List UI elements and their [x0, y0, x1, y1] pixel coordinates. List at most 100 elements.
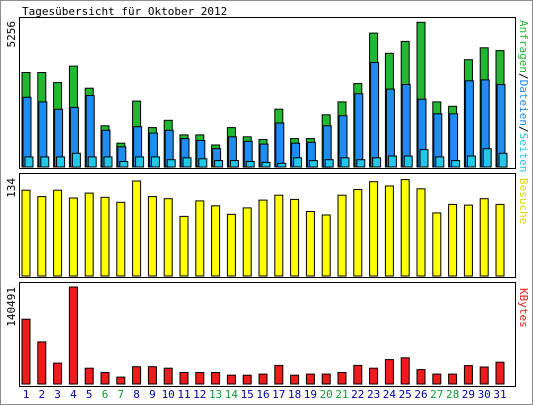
x-tick-label-day-28: 28 — [446, 388, 459, 401]
bar-kbytes-day-12 — [195, 372, 205, 385]
bar-dateien-day-5 — [85, 95, 95, 168]
bar-besuche-day-3 — [53, 189, 63, 277]
bar-seiten-day-19 — [308, 160, 318, 168]
bar-seiten-day-22 — [356, 159, 366, 168]
x-tick-label-day-24: 24 — [383, 388, 397, 401]
ymax-label-volume: 140491 — [5, 287, 18, 327]
bar-seiten-day-5 — [87, 156, 97, 168]
bar-seiten-day-16 — [261, 161, 271, 168]
legend-separator-1: / — [517, 73, 530, 80]
panel-frame-hits — [19, 17, 516, 169]
bar-seiten-day-20 — [324, 159, 334, 168]
bar-dateien-day-29 — [464, 80, 474, 168]
bar-besuche-day-28 — [448, 203, 458, 277]
bar-kbytes-day-26 — [416, 369, 426, 385]
bar-besuche-day-12 — [195, 200, 205, 277]
bar-dateien-day-17 — [275, 122, 285, 168]
bar-besuche-day-13 — [211, 205, 221, 277]
bar-besuche-day-17 — [274, 194, 284, 277]
legend-hits: Anfragen/Dateien/Seiten — [517, 20, 530, 172]
legend-visits: Besuche — [517, 178, 530, 224]
bar-kbytes-day-5 — [84, 367, 94, 385]
chart-title: Tagesübersicht für Oktober 2012 — [22, 5, 227, 18]
x-tick-label-day-2: 2 — [38, 388, 45, 401]
bar-seiten-day-18 — [293, 157, 303, 168]
bar-kbytes-day-19 — [305, 373, 315, 385]
bar-kbytes-day-14 — [226, 374, 236, 385]
bar-besuche-day-2 — [37, 196, 47, 277]
bar-besuche-day-21 — [337, 194, 347, 277]
bar-seiten-day-8 — [135, 156, 145, 168]
x-tick-label-day-4: 4 — [70, 388, 77, 401]
bar-kbytes-day-3 — [53, 362, 63, 385]
bar-seiten-day-9 — [150, 156, 160, 168]
bar-kbytes-day-7 — [116, 376, 126, 385]
bar-besuche-day-4 — [68, 197, 78, 277]
legend-entry-dateien: Dateien — [517, 80, 530, 126]
bar-seiten-day-15 — [245, 161, 255, 168]
bar-seiten-day-10 — [166, 159, 176, 168]
bar-kbytes-day-11 — [179, 372, 189, 385]
x-tick-label-day-1: 1 — [23, 388, 30, 401]
bar-besuche-day-26 — [416, 188, 426, 277]
x-tick-label-day-18: 18 — [288, 388, 301, 401]
bars-visits — [21, 179, 505, 277]
bar-seiten-day-14 — [229, 160, 239, 168]
x-tick-label-day-30: 30 — [478, 388, 491, 401]
bar-seiten-day-28 — [451, 160, 461, 168]
x-tick-label-day-5: 5 — [86, 388, 93, 401]
bar-besuche-day-18 — [290, 198, 300, 277]
bar-kbytes-day-31 — [495, 361, 505, 385]
legend-entry-anfragen: Anfragen — [517, 20, 530, 73]
bar-besuche-day-1 — [21, 189, 31, 277]
bar-seiten-day-25 — [403, 155, 413, 168]
bars-volume — [21, 286, 505, 385]
bar-besuche-day-23 — [369, 181, 379, 277]
x-tick-label-day-21: 21 — [335, 388, 348, 401]
bar-seiten-day-2 — [40, 156, 50, 168]
bar-kbytes-day-18 — [290, 374, 300, 385]
x-tick-label-day-31: 31 — [493, 388, 506, 401]
bar-kbytes-day-22 — [353, 364, 363, 385]
x-tick-label-day-29: 29 — [462, 388, 475, 401]
x-tick-label-day-14: 14 — [225, 388, 239, 401]
x-tick-label-day-3: 3 — [54, 388, 61, 401]
bar-kbytes-day-2 — [37, 341, 47, 385]
bar-besuche-day-27 — [432, 212, 442, 277]
bar-kbytes-day-17 — [274, 364, 284, 385]
bar-besuche-day-24 — [384, 185, 394, 277]
panel-frame-volume — [19, 282, 516, 387]
bar-seiten-day-6 — [103, 156, 113, 168]
bar-besuche-day-20 — [321, 214, 331, 277]
bar-seiten-day-31 — [498, 152, 508, 168]
bar-besuche-day-19 — [305, 211, 315, 277]
bar-seiten-day-29 — [466, 155, 476, 168]
bar-besuche-day-30 — [479, 198, 489, 277]
bar-seiten-day-26 — [419, 149, 429, 168]
x-tick-label-day-12: 12 — [193, 388, 206, 401]
bar-besuche-day-9 — [147, 196, 157, 277]
x-tick-label-day-10: 10 — [162, 388, 175, 401]
x-tick-label-day-13: 13 — [209, 388, 222, 401]
ymax-label-visits: 134 — [5, 178, 18, 198]
bar-kbytes-day-24 — [384, 359, 394, 385]
bar-kbytes-day-10 — [163, 367, 173, 385]
bar-besuche-day-15 — [242, 207, 252, 277]
x-tick-label-day-27: 27 — [430, 388, 443, 401]
bar-besuche-day-10 — [163, 198, 173, 277]
bar-besuche-day-7 — [116, 201, 126, 277]
bar-besuche-day-8 — [132, 180, 142, 277]
bar-besuche-day-22 — [353, 189, 363, 277]
bar-besuche-day-31 — [495, 203, 505, 277]
x-tick-label-day-22: 22 — [351, 388, 364, 401]
legend-separator-2: / — [517, 126, 530, 133]
legend-volume: KBytes — [517, 288, 530, 328]
bar-seiten-day-23 — [372, 157, 382, 168]
x-tick-label-day-23: 23 — [367, 388, 380, 401]
x-tick-label-day-8: 8 — [133, 388, 140, 401]
bar-kbytes-day-29 — [463, 365, 473, 385]
x-tick-label-day-16: 16 — [256, 388, 269, 401]
bar-kbytes-day-1 — [21, 318, 31, 385]
bars-hits — [21, 21, 508, 168]
bar-besuche-day-29 — [463, 204, 473, 277]
